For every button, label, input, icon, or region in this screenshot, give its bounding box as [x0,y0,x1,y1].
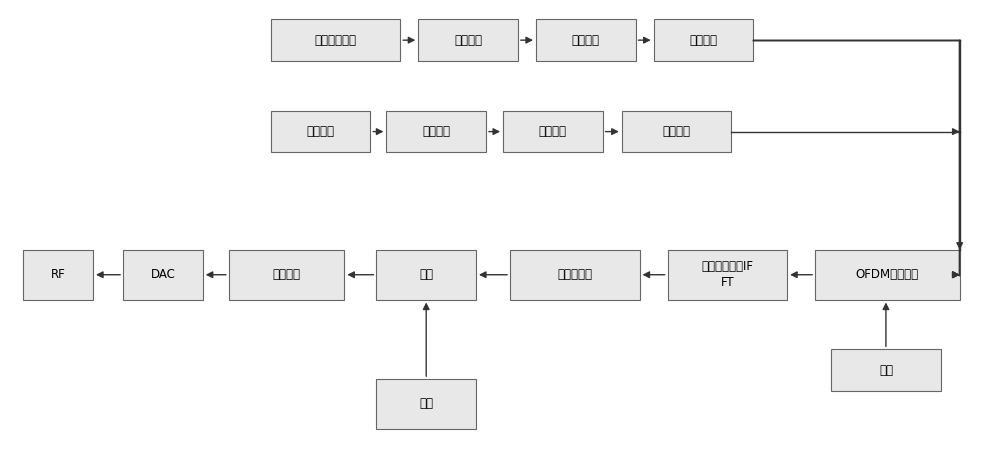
FancyBboxPatch shape [831,349,941,391]
Text: OFDM符号适配: OFDM符号适配 [856,268,919,281]
Text: 插保护带宽: 插保护带宽 [557,268,592,281]
Text: 符号交织: 符号交织 [689,34,717,47]
FancyBboxPatch shape [386,111,486,152]
FancyBboxPatch shape [376,250,476,300]
Text: 控制数据: 控制数据 [306,125,334,138]
Text: 导频: 导频 [879,363,893,377]
Text: RF: RF [51,268,66,281]
FancyBboxPatch shape [23,250,93,300]
FancyBboxPatch shape [503,111,603,152]
Text: 用户数据扰码: 用户数据扰码 [314,34,356,47]
FancyBboxPatch shape [271,19,400,61]
Text: 纠错编码: 纠错编码 [422,125,450,138]
Text: 符号交织: 符号交织 [663,125,691,138]
FancyBboxPatch shape [510,250,640,300]
FancyBboxPatch shape [622,111,731,152]
FancyBboxPatch shape [668,250,787,300]
Text: DAC: DAC [151,268,175,281]
Text: 星座映射: 星座映射 [539,125,567,138]
FancyBboxPatch shape [376,379,476,429]
FancyBboxPatch shape [654,19,753,61]
Text: 帧头: 帧头 [419,397,433,411]
FancyBboxPatch shape [123,250,203,300]
Text: 成帧: 成帧 [419,268,433,281]
FancyBboxPatch shape [815,250,960,300]
FancyBboxPatch shape [271,111,370,152]
Text: 反傅立叶变换IF
FT: 反傅立叶变换IF FT [701,260,753,289]
FancyBboxPatch shape [418,19,518,61]
Text: 纠错编码: 纠错编码 [454,34,482,47]
FancyBboxPatch shape [229,250,344,300]
Text: 星座映射: 星座映射 [572,34,600,47]
Text: 频谱整形: 频谱整形 [273,268,301,281]
FancyBboxPatch shape [536,19,636,61]
